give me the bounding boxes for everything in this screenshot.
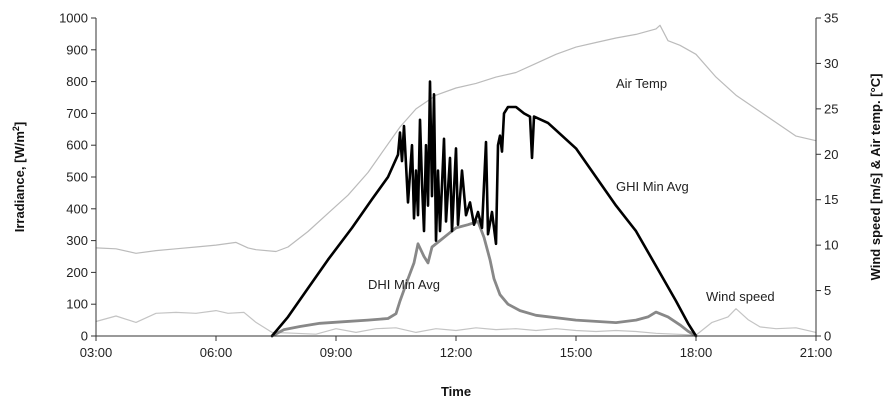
left-axis-title-main: Irradiance, [W/m: [12, 131, 27, 232]
annotation-ghi: GHI Min Avg: [616, 179, 689, 194]
right-axis-title: Wind speed [m/s] & Air temp. [°C]: [868, 74, 883, 281]
y-left-tick-label: 400: [66, 201, 88, 216]
x-tick-label: 21:00: [800, 345, 833, 360]
y-right-tick-label: 0: [824, 329, 831, 344]
annotation-air-temp: Air Temp: [616, 76, 667, 91]
y-left-tick-label: 0: [81, 329, 88, 344]
y-left-tick-label: 100: [66, 297, 88, 312]
series-dhi-line: [270, 220, 698, 338]
left-axis-title-sup: 2: [11, 126, 21, 131]
y-right-tick-label: 20: [824, 147, 838, 162]
x-tick-label: 09:00: [320, 345, 353, 360]
x-tick-label: 18:00: [680, 345, 713, 360]
x-axis-title: Time: [441, 384, 471, 399]
y-right-tick-label: 30: [824, 56, 838, 71]
annotation-wind: Wind speed: [706, 289, 775, 304]
annotations-group: Air Temp GHI Min Avg DHI Min Avg Wind speed: [368, 76, 775, 304]
y-left-tick-label: 200: [66, 265, 88, 280]
y-right-tick-label: 25: [824, 101, 838, 116]
left-axis-title-end: ]: [12, 122, 27, 126]
y-right-tick-label: 5: [824, 283, 831, 298]
y-left-tick-label: 900: [66, 42, 88, 57]
series-wind-line: [95, 308, 817, 336]
y-left-tick-label: 300: [66, 233, 88, 248]
annotation-dhi: DHI Min Avg: [368, 277, 440, 292]
y-left-tick-label: 600: [66, 138, 88, 153]
x-tick-label: 06:00: [200, 345, 233, 360]
ticks-group: 03:00 06:00 09:00 12:00 15:00 18:00 21:0001002…: [59, 11, 838, 361]
y-right-tick-label: 10: [824, 238, 838, 253]
y-right-tick-label: 35: [824, 11, 838, 26]
x-tick-label: 03:00: [80, 345, 113, 360]
series-group: [95, 24, 817, 338]
y-left-tick-label: 1000: [59, 11, 88, 26]
y-left-tick-label: 700: [66, 106, 88, 121]
series-air-temp-line: [95, 24, 817, 254]
x-tick-label: 15:00: [560, 345, 593, 360]
y-left-tick-label: 800: [66, 74, 88, 89]
left-axis-title: Irradiance, [W/m2]: [11, 122, 27, 233]
series-ghi-line: [270, 80, 698, 338]
y-left-tick-label: 500: [66, 170, 88, 185]
y-right-tick-label: 15: [824, 192, 838, 207]
x-tick-label: 12:00: [440, 345, 473, 360]
